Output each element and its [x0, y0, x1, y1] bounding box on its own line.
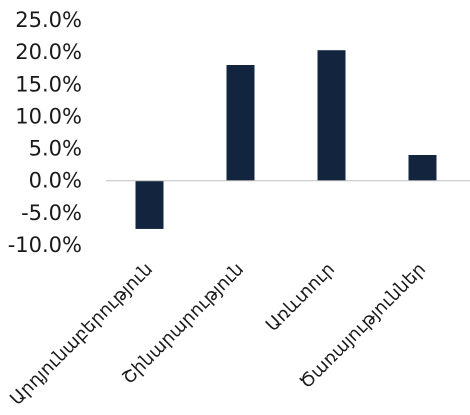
- bar: [135, 180, 164, 229]
- bar: [226, 65, 255, 181]
- y-tick-label: 20.0%: [15, 40, 82, 64]
- y-tick-label: 0.0%: [29, 169, 82, 193]
- y-tick-label: 10.0%: [15, 104, 82, 128]
- y-tick-label: -5.0%: [21, 201, 82, 225]
- y-tick-label: 15.0%: [15, 72, 82, 96]
- y-tick-label: 25.0%: [15, 8, 82, 32]
- y-axis: 25.0% 20.0% 15.0% 10.0% 5.0% 0.0% -5.0% -10.0%: [8, 8, 82, 257]
- y-tick-label: 5.0%: [29, 137, 82, 161]
- x-category-label: Առևտուր: [262, 259, 339, 336]
- bars: [135, 50, 437, 229]
- y-tick-label: -10.0%: [8, 233, 82, 257]
- bar: [317, 50, 346, 181]
- bar: [408, 155, 437, 181]
